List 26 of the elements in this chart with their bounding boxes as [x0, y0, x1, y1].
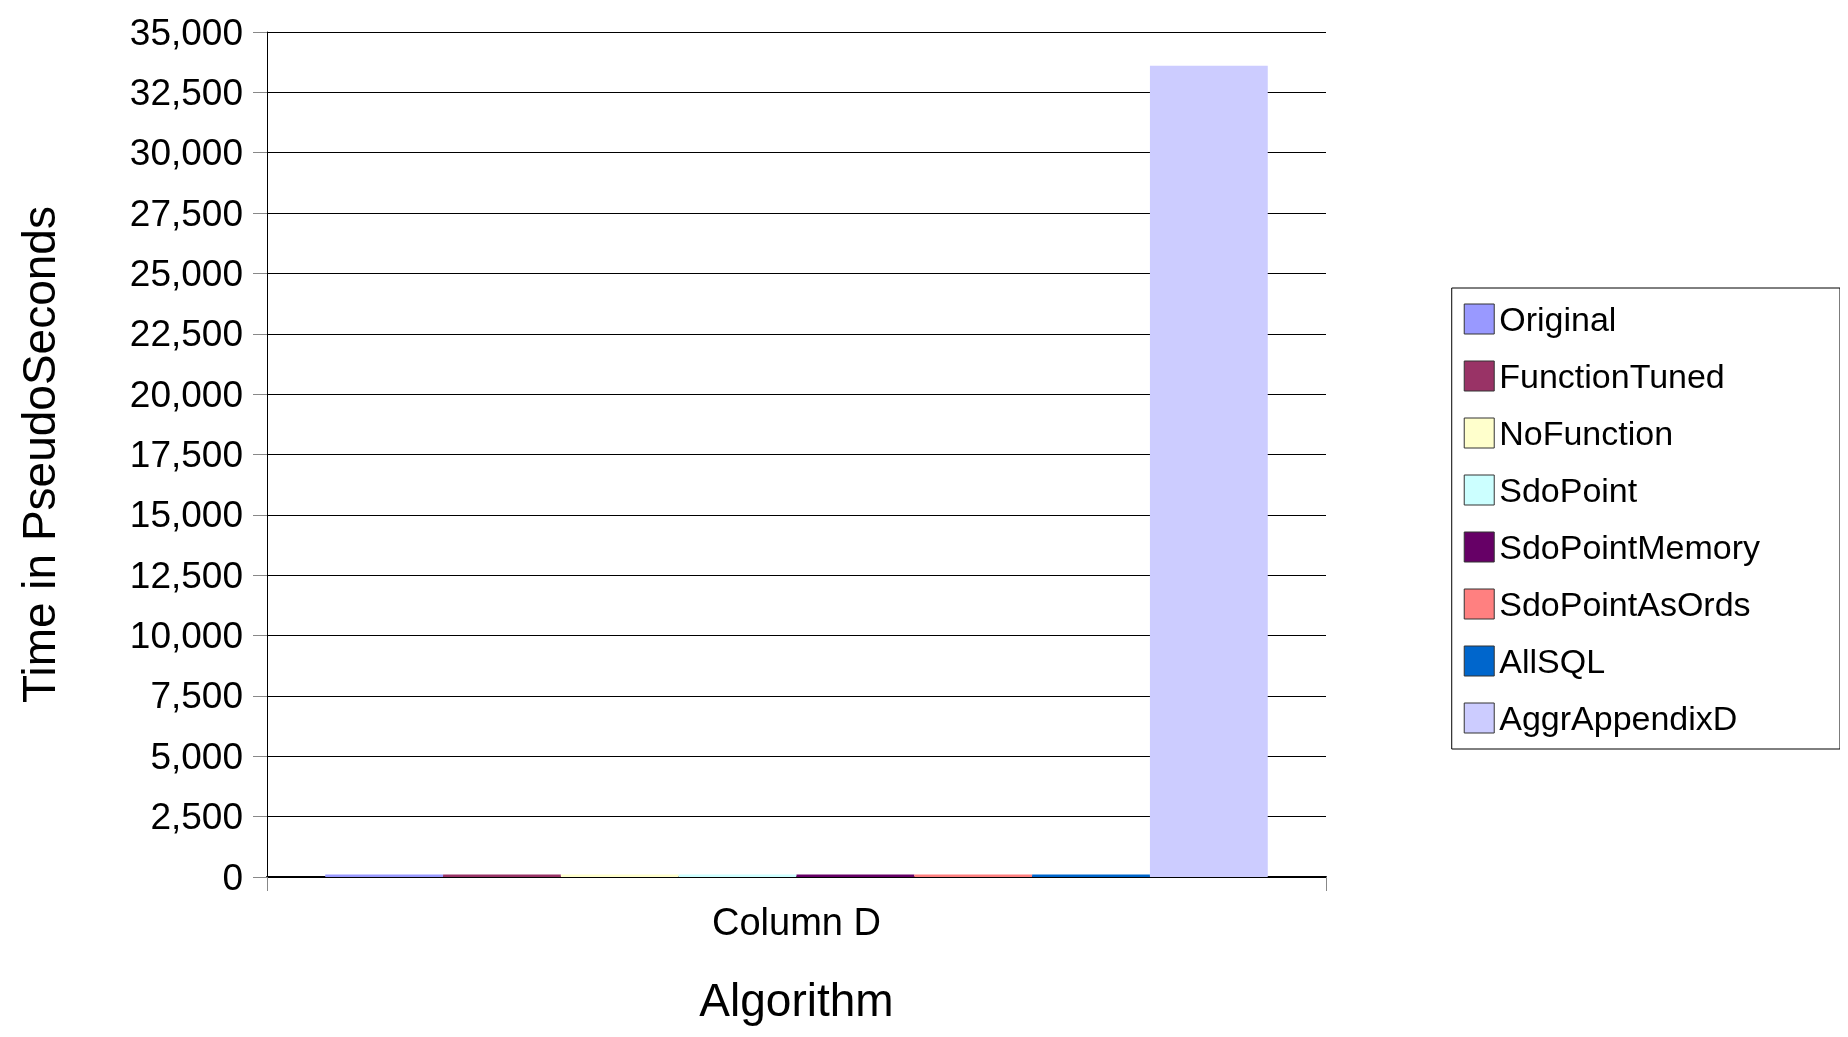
y-tick-label: 12,500: [129, 554, 243, 596]
legend-label: SdoPointMemory: [1499, 528, 1760, 566]
legend-label: AllSQL: [1499, 642, 1606, 680]
y-tick-label: 32,500: [129, 71, 243, 113]
legend-label: SdoPointAsOrds: [1499, 585, 1751, 623]
y-tick-label: 27,500: [129, 192, 243, 234]
legend-label: NoFunction: [1499, 414, 1674, 452]
y-tick-label: 15,000: [129, 494, 243, 536]
legend-label: SdoPoint: [1499, 471, 1638, 509]
legend-label: FunctionTuned: [1499, 357, 1725, 395]
x-axis-title: Algorithm: [699, 974, 894, 1026]
y-tick-label: 30,000: [129, 132, 243, 174]
y-tick-label: 2,500: [150, 796, 243, 838]
y-tick-label: 20,000: [129, 373, 243, 415]
y-tick-label: 25,000: [129, 252, 243, 294]
y-tick-label: 7,500: [150, 675, 243, 717]
y-tick-label: 0: [222, 856, 243, 898]
legend-label: Original: [1499, 300, 1617, 338]
legend-label: AggrAppendixD: [1499, 699, 1738, 737]
x-tick-label: Column D: [712, 901, 881, 943]
y-tick-label: 35,000: [129, 11, 243, 53]
y-tick-label: 22,500: [129, 313, 243, 355]
y-axis-title: Time in PseudoSeconds: [13, 206, 65, 703]
y-tick-label: 5,000: [150, 735, 243, 777]
y-tick-label: 10,000: [129, 615, 243, 657]
y-tick-label: 17,500: [129, 434, 243, 475]
